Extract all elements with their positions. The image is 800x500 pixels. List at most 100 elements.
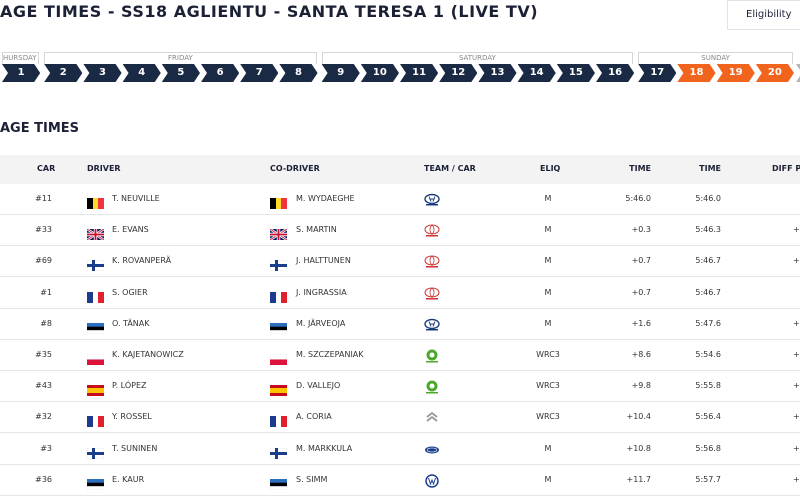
table-cell: +9.8 bbox=[631, 381, 651, 391]
codriver-flag bbox=[269, 444, 288, 459]
table-row[interactable]: #1 S. OGIER J. INGRASSIA M +0.7 5:46.7 bbox=[0, 278, 800, 309]
table-cell: M. JÄRVEOJA bbox=[296, 318, 346, 328]
stage-button[interactable]: 11 bbox=[400, 64, 438, 82]
team-logo bbox=[424, 223, 440, 237]
stage-button[interactable]: 19 bbox=[717, 64, 755, 82]
table-cell: #43 bbox=[35, 381, 52, 391]
stage-button[interactable]: 6 bbox=[201, 64, 239, 82]
stage-button[interactable]: 10 bbox=[361, 64, 399, 82]
stage-button[interactable]: 4 bbox=[123, 64, 161, 82]
table-cell: T. SUNINEN bbox=[112, 443, 158, 453]
page-title: AGE TIMES - SS18 AGLIENTU - SANTA TERESA… bbox=[0, 2, 539, 21]
stage-button[interactable]: 8 bbox=[279, 64, 317, 82]
table-cell: S. SIMM bbox=[296, 474, 328, 484]
driver-flag bbox=[86, 475, 105, 490]
table-cell: M bbox=[544, 474, 552, 484]
table-cell: 5:46.7 bbox=[695, 256, 721, 266]
table-cell: +0.7 bbox=[631, 287, 651, 297]
table-row[interactable]: #36 E. KAUR S. SIMM M +11.7 5:57.7 +0 bbox=[0, 465, 800, 496]
table-row[interactable]: #32 Y. ROSSEL A. CORIA WRC3 +10.4 5:56.4 +0 bbox=[0, 402, 800, 434]
table-cell: E. KAUR bbox=[112, 474, 145, 484]
table-cell: WRC3 bbox=[536, 350, 560, 359]
stage-button[interactable]: 15 bbox=[557, 64, 595, 82]
table-cell: #11 bbox=[35, 194, 52, 203]
column-header: TEAM / CAR bbox=[424, 164, 476, 173]
team-logo bbox=[424, 317, 440, 331]
stage-button[interactable]: 18 bbox=[677, 64, 715, 82]
codriver-flag bbox=[269, 319, 288, 334]
table-cell: 5:55.8 bbox=[695, 381, 721, 391]
driver-flag bbox=[87, 194, 104, 209]
stage-button[interactable]: 16 bbox=[596, 64, 634, 82]
table-cell: +0 bbox=[793, 443, 800, 453]
stage-button[interactable]: 20 bbox=[756, 64, 794, 82]
stage-button[interactable]: 5 bbox=[162, 64, 200, 82]
stage-button[interactable]: 13 bbox=[478, 64, 516, 82]
column-header: DIFF PR bbox=[772, 164, 800, 173]
stage-button[interactable]: 1 bbox=[2, 64, 40, 82]
table-cell: E. EVANS bbox=[112, 225, 149, 235]
driver-flag bbox=[87, 288, 104, 303]
driver-flag bbox=[86, 319, 105, 334]
codriver-flag bbox=[269, 225, 288, 242]
stage-button[interactable]: 12 bbox=[439, 64, 477, 82]
table-cell: 5:46.3 bbox=[695, 225, 721, 235]
table-row[interactable]: #35 K. KAJETANOWICZ M. SZCZEPANIAK WRC3 +8.6… bbox=[0, 340, 800, 371]
codriver-flag bbox=[270, 381, 287, 397]
day-label: FRIDAY bbox=[44, 52, 317, 64]
team-logo bbox=[424, 379, 440, 394]
table-cell: #32 bbox=[35, 412, 52, 422]
table-cell: #8 bbox=[40, 318, 52, 328]
table-cell: 5:46.7 bbox=[695, 287, 721, 297]
table-cell: A. CORIA bbox=[296, 412, 332, 422]
table-cell: M. WYDAEGHE bbox=[296, 194, 355, 203]
codriver-flag bbox=[270, 412, 287, 428]
column-header: DRIVER bbox=[87, 164, 121, 173]
table-cell: +1 bbox=[793, 381, 800, 391]
table-cell: +8.6 bbox=[631, 350, 651, 359]
codriver-flag bbox=[270, 288, 287, 303]
table-cell: +0 bbox=[793, 256, 800, 266]
stage-button[interactable]: 3 bbox=[83, 64, 121, 82]
column-header: TIME bbox=[699, 164, 721, 173]
table-cell: M bbox=[544, 194, 552, 203]
table-cell: S. OGIER bbox=[112, 287, 148, 297]
table-cell: +0 bbox=[793, 412, 800, 422]
driver-flag bbox=[86, 444, 105, 459]
table-cell: M. MARKKULA bbox=[296, 443, 353, 453]
table-cell: +0.7 bbox=[631, 256, 651, 266]
table-row[interactable]: #69 K. ROVANPERÄ J. HALTTUNEN M +0.7 5:46.7 +0 bbox=[0, 246, 800, 278]
table-cell: +1.6 bbox=[631, 318, 651, 328]
table-cell: J. INGRASSIA bbox=[296, 287, 347, 297]
stage-more[interactable] bbox=[796, 64, 800, 82]
team-logo bbox=[424, 286, 440, 300]
table-cell: M bbox=[544, 256, 552, 266]
table-cell: 5:56.4 bbox=[695, 412, 721, 422]
table-cell: M bbox=[544, 287, 552, 297]
table-cell: S. MARTIN bbox=[296, 225, 337, 235]
stage-button[interactable]: 7 bbox=[240, 64, 278, 82]
table-cell: +10.8 bbox=[626, 443, 651, 453]
section-heading: AGE TIMES bbox=[0, 121, 80, 136]
table-row[interactable]: #33 E. EVANS S. MARTIN M +0.3 5:46.3 +0 bbox=[0, 215, 800, 247]
stage-button[interactable]: 17 bbox=[638, 64, 676, 82]
table-row[interactable]: #8 O. TÄNAK M. JÄRVEOJA M +1.6 5:47.6 +0 bbox=[0, 309, 800, 340]
table-row[interactable]: #3 T. SUNINEN M. MARKKULA M +10.8 5:56.8 +0 bbox=[0, 434, 800, 465]
eligibility-button[interactable]: Eligibility bbox=[727, 0, 800, 30]
driver-flag bbox=[86, 350, 105, 365]
stage-button[interactable]: 2 bbox=[44, 64, 82, 82]
table-cell: O. TÄNAK bbox=[112, 318, 150, 328]
column-header: CO-DRIVER bbox=[270, 164, 320, 173]
table-cell: #36 bbox=[35, 474, 52, 484]
driver-flag bbox=[87, 381, 104, 397]
stage-button[interactable]: 14 bbox=[518, 64, 556, 82]
table-row[interactable]: #11 T. NEUVILLE M. WYDAEGHE M 5:46.0 5:46.0 bbox=[0, 184, 800, 215]
table-cell: M. SZCZEPANIAK bbox=[296, 350, 364, 359]
column-header: TIME bbox=[629, 164, 651, 173]
table-row[interactable]: #43 P. LÓPEZ D. VALLEJO WRC3 +9.8 5:55.8 +1 bbox=[0, 371, 800, 403]
team-logo bbox=[424, 410, 440, 424]
stage-button[interactable]: 9 bbox=[322, 64, 360, 82]
day-label: HURSDAY bbox=[2, 52, 40, 64]
column-header: CAR bbox=[37, 164, 56, 173]
table-cell: WRC3 bbox=[536, 381, 560, 391]
